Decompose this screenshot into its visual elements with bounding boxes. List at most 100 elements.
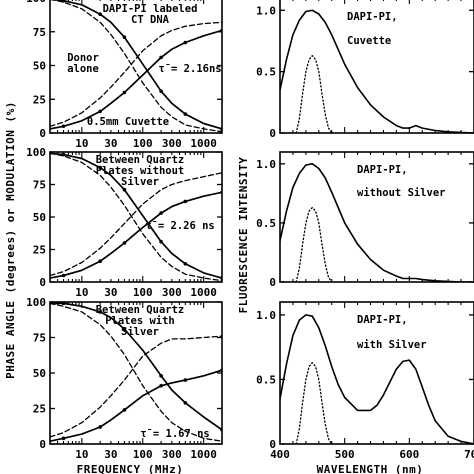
- data-point: [220, 28, 222, 33]
- y-tick-label: 0: [39, 127, 46, 140]
- left-x-axis-label: FREQUENCY (MHz): [77, 463, 184, 474]
- data-point: [122, 90, 127, 95]
- series-line-phase-donor: [50, 335, 222, 438]
- annotation-text: CT DNA: [131, 14, 170, 26]
- annotation-text: Plates without: [96, 165, 185, 177]
- data-point: [61, 273, 66, 278]
- series-line-emission: [280, 9, 474, 133]
- data-point: [183, 378, 188, 382]
- annotation-text: without Silver: [357, 187, 446, 199]
- series-group: [50, 152, 222, 282]
- series-line-phase-donor: [50, 21, 222, 127]
- data-point: [220, 428, 222, 432]
- y-tick-label: 0: [269, 438, 276, 451]
- y-tick-label: 1.0: [256, 158, 276, 171]
- annotation-text: Between Quartz: [96, 154, 185, 166]
- annotation-text: Silver: [121, 176, 159, 188]
- series-line-modulation-fit: [50, 0, 222, 130]
- x-tick-label: 30: [104, 137, 117, 150]
- data-point: [122, 35, 127, 39]
- data-point: [159, 89, 163, 93]
- y-tick-label: 0: [39, 438, 46, 451]
- data-point: [98, 310, 102, 314]
- series-line-donor-dotted: [295, 362, 333, 444]
- x-tick-label: 400: [270, 448, 290, 461]
- annotation-text: Cuvette: [347, 35, 391, 47]
- annotation-text: τ̄ = 2.26 ns: [145, 220, 215, 232]
- y-tick-label: 50: [33, 367, 46, 380]
- x-tick-label: 30: [104, 286, 117, 299]
- x-tick-label: 10: [75, 286, 88, 299]
- y-tick-label: 75: [33, 26, 46, 39]
- series-line-phase-fit: [50, 369, 222, 443]
- series-line-phase-fit: [50, 29, 222, 130]
- y-tick-label: 25: [33, 244, 46, 257]
- annotation-text: DAPI-PI,: [357, 314, 408, 326]
- series-line-modulation-fit: [50, 302, 222, 431]
- data-point: [98, 12, 102, 16]
- x-tick-label: 10: [75, 137, 88, 150]
- data-point: [159, 55, 163, 60]
- y-tick-label: 0.5: [256, 373, 276, 386]
- y-tick-label: 0: [269, 127, 276, 140]
- x-tick-label: 100: [133, 448, 153, 461]
- y-tick-label: 75: [33, 179, 46, 192]
- annotation-text: DAPI-PI,: [357, 164, 408, 176]
- annotation-text: Plates with: [105, 315, 175, 327]
- annotation-text: DAPI-PI labeled: [103, 3, 198, 15]
- chart-panel-left-top: 0 25 50 75 100 10 30 100 300 1000 DAPI-PI labeledC…: [26, 0, 223, 150]
- y-tick-label: 75: [33, 332, 46, 345]
- data-point: [98, 109, 102, 114]
- chart-panel-left-bottom: 0 25 50 75 100 10 30 100 300 1000 Between QuartzPl…: [26, 296, 223, 461]
- data-point: [183, 262, 188, 266]
- series-line-emission: [280, 163, 474, 282]
- data-point: [220, 276, 222, 280]
- x-tick-label: 30: [104, 448, 117, 461]
- data-point: [122, 187, 127, 192]
- x-tick-label: 1000: [190, 448, 217, 461]
- chart-panel-left-middle: 0 25 50 75 100 10 30 100 300 1000 Between QuartzPl…: [26, 146, 223, 299]
- y-tick-label: 50: [33, 60, 46, 73]
- y-tick-label: 25: [33, 93, 46, 106]
- chart-panel-right-middle: 0 0.5 1.0 DAPI-PI, without Silver: [256, 151, 474, 289]
- data-point: [159, 374, 163, 378]
- data-point: [220, 127, 222, 131]
- x-tick-label: 300: [162, 286, 182, 299]
- data-point: [61, 302, 66, 306]
- data-point: [183, 401, 188, 405]
- data-point: [183, 40, 188, 45]
- x-tick-label: 1000: [190, 286, 217, 299]
- x-tick-label: 500: [335, 448, 355, 461]
- x-tick-label: 10: [75, 448, 88, 461]
- annotation-text: alone: [67, 63, 99, 75]
- x-tick-label: 600: [399, 448, 419, 461]
- annotation-text: τ̄ = 2.16ns: [158, 63, 221, 75]
- data-point: [183, 112, 188, 116]
- y-tick-label: 50: [33, 211, 46, 224]
- annotation-text: τ̄ = 1.67 ns: [140, 428, 210, 440]
- data-point: [98, 425, 102, 429]
- y-tick-label: 0.5: [256, 217, 276, 230]
- data-point: [159, 239, 163, 244]
- data-point: [61, 436, 66, 441]
- x-tick-label: 300: [162, 448, 182, 461]
- data-point: [220, 368, 222, 372]
- plot-frame: [279, 301, 474, 445]
- data-point: [122, 241, 127, 245]
- data-point: [220, 190, 222, 195]
- data-point: [183, 199, 188, 204]
- series-line-modulation-fit: [50, 152, 222, 279]
- series-line-modulation-donor: [50, 0, 222, 133]
- y-tick-label: 1.0: [256, 309, 276, 322]
- data-point: [122, 408, 127, 412]
- x-tick-label: 1000: [190, 137, 217, 150]
- data-point: [159, 383, 163, 388]
- data-point: [98, 165, 102, 170]
- chart-panel-right-top: 0 0.5 1.0 DAPI-PI, Cuvette: [256, 0, 474, 140]
- series-group: [280, 163, 474, 282]
- y-tick-label: 0: [269, 276, 276, 289]
- y-tick-label: 1.0: [256, 4, 276, 17]
- x-tick-label: 100: [133, 137, 153, 150]
- series-group: [280, 9, 474, 133]
